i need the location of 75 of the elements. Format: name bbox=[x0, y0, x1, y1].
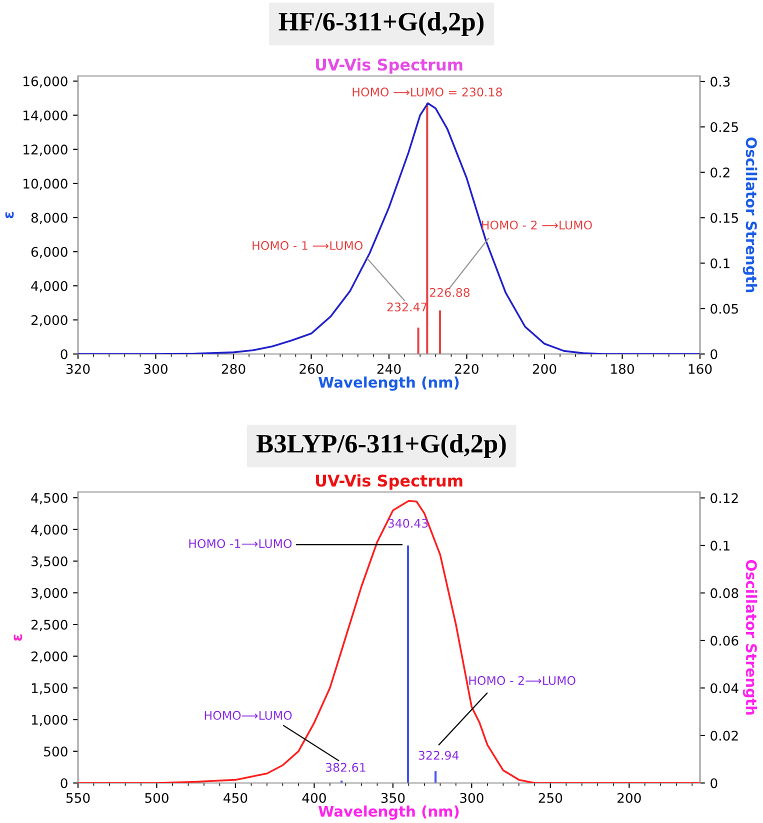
y2-tick-label: 0.25 bbox=[710, 122, 738, 132]
y-tick-label: 2,000 bbox=[31, 651, 68, 663]
y2-tick-label: 0 bbox=[710, 349, 718, 360]
y-tick-label: 12,000 bbox=[24, 144, 68, 156]
bar bbox=[417, 328, 420, 354]
x-tick-label: 450 bbox=[224, 792, 248, 803]
x-axis-title: Wavelength (nm) bbox=[318, 805, 459, 820]
bar bbox=[434, 771, 437, 783]
y-axis-title: ε bbox=[5, 212, 14, 218]
x-tick-label: 250 bbox=[538, 792, 562, 803]
y-tick-label: 2,500 bbox=[31, 620, 68, 632]
y-tick-label: 0 bbox=[60, 778, 68, 788]
x-tick-label: 500 bbox=[145, 792, 168, 803]
bar bbox=[438, 310, 442, 354]
y2-tick-label: 0.12 bbox=[710, 493, 738, 504]
annotation: HOMO - 2 ⟶LUMO bbox=[482, 220, 592, 230]
annotation: 322.94 bbox=[418, 750, 459, 760]
y2-tick-label: 0.06 bbox=[710, 636, 738, 646]
chart-subtitle: UV-Vis Spectrum bbox=[316, 474, 462, 490]
y2-tick-label: 0.08 bbox=[710, 588, 738, 598]
y-tick-label: 1,000 bbox=[32, 714, 68, 726]
x-tick-label: 180 bbox=[611, 364, 634, 374]
y-tick-label: 4,500 bbox=[31, 492, 68, 504]
x-tick-label: 260 bbox=[300, 364, 323, 374]
y-tick-label: 1,500 bbox=[32, 683, 68, 694]
y2-tick-label: 0.04 bbox=[710, 683, 738, 694]
y2-tick-label: 0.15 bbox=[710, 212, 738, 223]
y2-tick-label: 0.1 bbox=[710, 540, 730, 551]
x-axis-title: Wavelength (nm) bbox=[318, 376, 459, 391]
y2-tick-label: 0.05 bbox=[710, 304, 738, 314]
chart-title: HF/6-311+G(d,2p) bbox=[278, 12, 484, 36]
x-tick-label: 200 bbox=[532, 364, 556, 374]
y-tick-label: 10,000 bbox=[24, 178, 68, 190]
bar bbox=[406, 545, 410, 783]
y-tick-label: 4,000 bbox=[31, 524, 68, 536]
x-tick-label: 220 bbox=[455, 364, 478, 374]
x-tick-label: 240 bbox=[377, 364, 401, 374]
annotation: 382.61 bbox=[326, 762, 366, 772]
y-tick-label: 8,000 bbox=[31, 212, 68, 224]
annotation: 340.43 bbox=[388, 518, 428, 528]
y-axis-title: ε bbox=[14, 634, 22, 641]
y-tick-label: 2,000 bbox=[31, 315, 68, 326]
y2-tick-label: 0.2 bbox=[710, 168, 730, 178]
y-tick-label: 16,000 bbox=[24, 76, 68, 88]
y-tick-label: 14,000 bbox=[24, 110, 68, 122]
y-tick-label: 3,000 bbox=[32, 588, 68, 600]
x-tick-label: 400 bbox=[302, 792, 326, 803]
x-tick-label: 350 bbox=[381, 792, 405, 803]
x-tick-label: 300 bbox=[144, 364, 168, 374]
y-tick-label: 4,000 bbox=[31, 281, 68, 292]
annotation: HOMO ⟶LUMO = 230.18 bbox=[352, 88, 502, 96]
x-tick-label: 320 bbox=[66, 364, 90, 374]
annotation: HOMO - 1 ⟶LUMO bbox=[252, 241, 363, 250]
y2-tick-label: 0.1 bbox=[710, 258, 730, 268]
y-tick-label: 500 bbox=[44, 746, 68, 756]
y2-axis-title: Oscillator Strength bbox=[742, 560, 758, 715]
annotation: HOMO⟶LUMO bbox=[204, 710, 292, 720]
y2-tick-label: 0.02 bbox=[710, 730, 738, 741]
x-tick-label: 200 bbox=[618, 792, 641, 803]
annotation: 226.88 bbox=[430, 288, 470, 297]
y2-axis-title: Oscillator Strength bbox=[742, 137, 758, 292]
x-tick-label: 550 bbox=[66, 792, 90, 803]
y-tick-label: 3,500 bbox=[32, 556, 68, 568]
bar bbox=[426, 103, 428, 354]
annotation: HOMO - 2⟶LUMO bbox=[469, 676, 576, 685]
chart-subtitle: UV-Vis Spectrum bbox=[316, 58, 462, 74]
x-tick-label: 280 bbox=[222, 364, 246, 374]
y2-tick-label: 0 bbox=[710, 778, 718, 788]
annotation: HOMO -1⟶LUMO bbox=[189, 539, 292, 548]
y2-tick-label: 0.3 bbox=[710, 76, 730, 87]
y-tick-label: 6,000 bbox=[31, 246, 68, 258]
chart-title: B3LYP/6-311+G(d,2p) bbox=[256, 434, 506, 458]
x-tick-label: 160 bbox=[688, 364, 712, 374]
y-tick-label: 0 bbox=[60, 349, 68, 360]
x-tick-label: 300 bbox=[460, 792, 484, 803]
